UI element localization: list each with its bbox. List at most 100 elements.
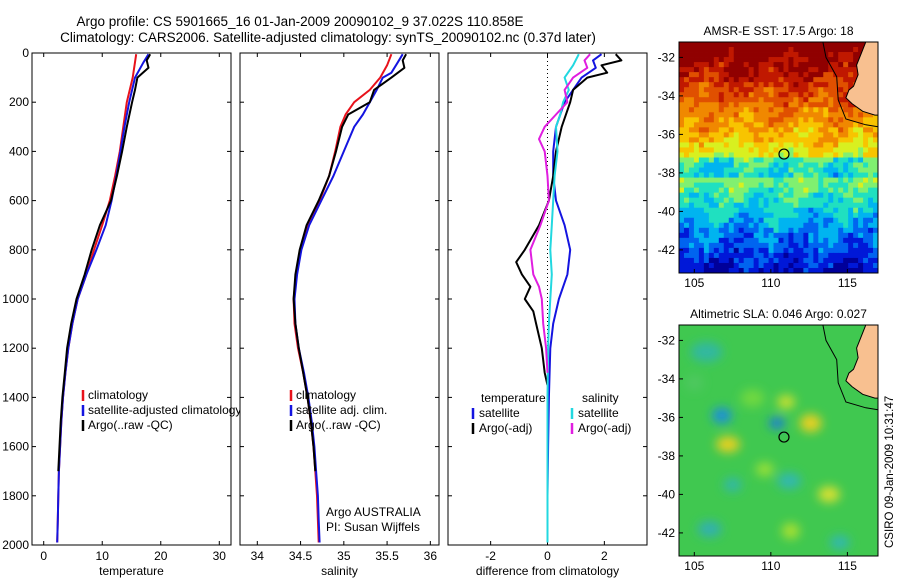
sst-cell — [818, 232, 824, 239]
sst-cell — [833, 162, 839, 168]
sst-cell — [713, 152, 720, 158]
sst-cell — [838, 62, 844, 68]
sst-cell — [773, 87, 779, 93]
sst-cell — [718, 42, 725, 48]
sla-map-x-tick-label: 115 — [838, 559, 857, 573]
sst-cell — [823, 237, 829, 244]
salinity-x-tick-label: 34.5 — [289, 549, 313, 563]
sst-cell — [748, 117, 755, 123]
sst-cell — [703, 247, 710, 254]
sst-cell — [843, 252, 849, 259]
sst-cell — [778, 187, 784, 194]
sst-cell — [853, 157, 859, 163]
sst-cell — [773, 257, 779, 264]
sst-cell — [679, 137, 685, 143]
sst-cell — [683, 132, 690, 138]
sst-cell — [713, 197, 720, 204]
sst-cell — [873, 132, 878, 138]
sst-cell — [763, 217, 769, 224]
sst-cell — [773, 172, 779, 178]
sst-cell — [743, 247, 750, 254]
sst-cell — [679, 47, 685, 53]
sst-cell — [728, 112, 735, 118]
sst-cell — [868, 167, 874, 173]
sst-cell — [783, 182, 789, 189]
sst-cell — [728, 47, 735, 53]
sst-cell — [798, 122, 804, 128]
sst-cell — [818, 62, 824, 68]
sst-cell — [808, 152, 814, 158]
sst-cell — [733, 117, 740, 123]
sst-cell — [798, 57, 804, 63]
sst-cell — [738, 52, 745, 58]
sst-cell — [763, 252, 769, 259]
sst-cell — [773, 52, 779, 58]
sst-cell — [853, 72, 859, 78]
sst-cell — [793, 157, 799, 163]
sst-cell — [793, 57, 799, 63]
sst-cell — [858, 182, 864, 189]
sst-cell — [793, 77, 799, 83]
sst-cell — [693, 67, 700, 73]
sst-cell — [753, 232, 760, 239]
sst-cell — [838, 232, 844, 239]
sst-cell — [753, 152, 760, 158]
sla-map-y-tick-label: -38 — [658, 449, 676, 463]
sst-cell — [718, 127, 725, 133]
sst-cell — [858, 257, 864, 264]
sst-cell — [733, 147, 740, 153]
sst-cell — [728, 252, 735, 259]
sst-cell — [688, 62, 695, 68]
sst-cell — [778, 217, 784, 224]
sst-cell — [858, 42, 864, 48]
sst-cell — [843, 112, 849, 118]
sst-cell — [768, 87, 774, 93]
sst-cell — [738, 77, 745, 83]
sst-cell — [773, 152, 779, 158]
sst-cell — [703, 117, 710, 123]
sst-map-y-tick-label: -34 — [658, 89, 676, 103]
sst-cell — [808, 247, 814, 254]
sst-cell — [743, 187, 750, 194]
sst-cell — [733, 42, 740, 48]
sst-cell — [803, 142, 809, 148]
sst-cell — [798, 237, 804, 244]
sst-cell — [873, 222, 878, 229]
sst-cell — [763, 262, 769, 269]
sst-cell — [823, 142, 829, 148]
sst-cell — [679, 267, 685, 273]
sst-cell — [688, 127, 695, 133]
sst-cell — [803, 87, 809, 93]
sst-cell — [728, 217, 735, 224]
sst-cell — [713, 232, 720, 239]
sst-cell — [708, 57, 715, 63]
sst-cell — [783, 132, 789, 138]
sst-cell — [708, 162, 715, 168]
sst-cell — [758, 52, 764, 58]
sst-cell — [813, 162, 819, 168]
sst-cell — [703, 137, 710, 143]
sst-cell — [828, 152, 834, 158]
sst-cell — [773, 67, 779, 73]
sst-cell — [838, 252, 844, 259]
sla-anomaly-blob — [723, 477, 742, 492]
sst-cell — [858, 127, 864, 133]
sst-cell — [738, 187, 745, 194]
sst-cell — [768, 167, 774, 173]
sst-cell — [793, 162, 799, 168]
sst-cell — [823, 217, 829, 224]
sst-cell — [763, 207, 769, 214]
sst-cell — [818, 117, 824, 123]
sst-cell — [748, 112, 755, 118]
sst-cell — [763, 192, 769, 199]
sst-cell — [753, 207, 760, 214]
sst-cell — [748, 247, 755, 254]
sst-cell — [713, 217, 720, 224]
sst-cell — [738, 262, 745, 269]
sst-cell — [768, 212, 774, 219]
sst-cell — [723, 82, 730, 88]
sst-cell — [793, 152, 799, 158]
sst-cell — [683, 182, 690, 189]
sst-cell — [778, 177, 784, 184]
sst-cell — [873, 207, 878, 214]
